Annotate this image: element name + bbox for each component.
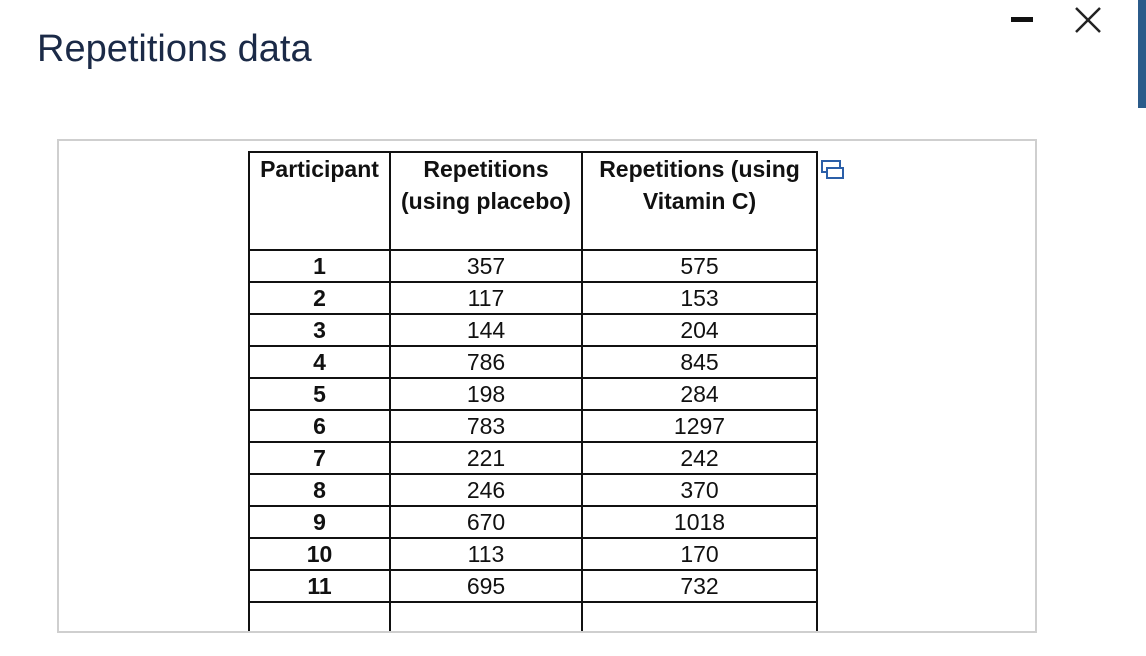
background-window-edge <box>1138 0 1146 108</box>
table-row: 2 117 153 <box>248 281 818 315</box>
value-cell: 575 <box>581 249 818 283</box>
value-cell: 370 <box>581 473 818 507</box>
participant-cell: 8 <box>248 473 391 507</box>
value-cell: 783 <box>389 409 583 443</box>
participant-cell: 5 <box>248 377 391 411</box>
participant-cell: 2 <box>248 281 391 315</box>
participant-cell: 11 <box>248 569 391 603</box>
table-row: 4 786 845 <box>248 345 818 379</box>
table-body: 1 357 575 2 117 153 3 144 204 4 786 845 5 198 284 6 783 1… <box>248 249 818 631</box>
table-row-cut-off <box>248 601 818 631</box>
participant-cell: 6 <box>248 409 391 443</box>
empty-cell <box>581 601 818 631</box>
value-cell: 153 <box>581 281 818 315</box>
copy-icon[interactable] <box>820 159 846 181</box>
value-cell: 695 <box>389 569 583 603</box>
header-row: Participant Repetitions (using placebo) Re… <box>248 151 818 251</box>
close-button[interactable] <box>1075 7 1101 33</box>
participant-cell: 3 <box>248 313 391 347</box>
participant-cell: 10 <box>248 537 391 571</box>
table-row: 6 783 1297 <box>248 409 818 443</box>
column-header: Participant <box>248 151 391 251</box>
value-cell: 204 <box>581 313 818 347</box>
table-row: 11 695 732 <box>248 569 818 603</box>
column-header: Repetitions (using placebo) <box>389 151 583 251</box>
value-cell: 284 <box>581 377 818 411</box>
participant-cell: 9 <box>248 505 391 539</box>
value-cell: 1297 <box>581 409 818 443</box>
table-row: 8 246 370 <box>248 473 818 507</box>
participant-cell: 4 <box>248 345 391 379</box>
table-row: 5 198 284 <box>248 377 818 411</box>
table-row: 10 113 170 <box>248 537 818 571</box>
value-cell: 113 <box>389 537 583 571</box>
table-row: 3 144 204 <box>248 313 818 347</box>
empty-cell <box>248 601 391 631</box>
value-cell: 246 <box>389 473 583 507</box>
value-cell: 845 <box>581 345 818 379</box>
value-cell: 786 <box>389 345 583 379</box>
participant-cell: 7 <box>248 441 391 475</box>
value-cell: 670 <box>389 505 583 539</box>
value-cell: 732 <box>581 569 818 603</box>
value-cell: 242 <box>581 441 818 475</box>
table-row: 7 221 242 <box>248 441 818 475</box>
data-table: Participant Repetitions (using placebo) Re… <box>248 151 818 631</box>
table-row: 9 670 1018 <box>248 505 818 539</box>
value-cell: 170 <box>581 537 818 571</box>
value-cell: 144 <box>389 313 583 347</box>
table-row: 1 357 575 <box>248 249 818 283</box>
value-cell: 117 <box>389 281 583 315</box>
value-cell: 357 <box>389 249 583 283</box>
column-header: Repetitions (using Vitamin C) <box>581 151 818 251</box>
window-controls <box>1011 7 1101 33</box>
empty-cell <box>389 601 583 631</box>
participant-cell: 1 <box>248 249 391 283</box>
dialog-title: Repetitions data <box>37 28 312 70</box>
table-panel: Participant Repetitions (using placebo) Re… <box>57 139 1037 633</box>
value-cell: 221 <box>389 441 583 475</box>
value-cell: 1018 <box>581 505 818 539</box>
minimize-button[interactable] <box>1011 17 1033 22</box>
value-cell: 198 <box>389 377 583 411</box>
